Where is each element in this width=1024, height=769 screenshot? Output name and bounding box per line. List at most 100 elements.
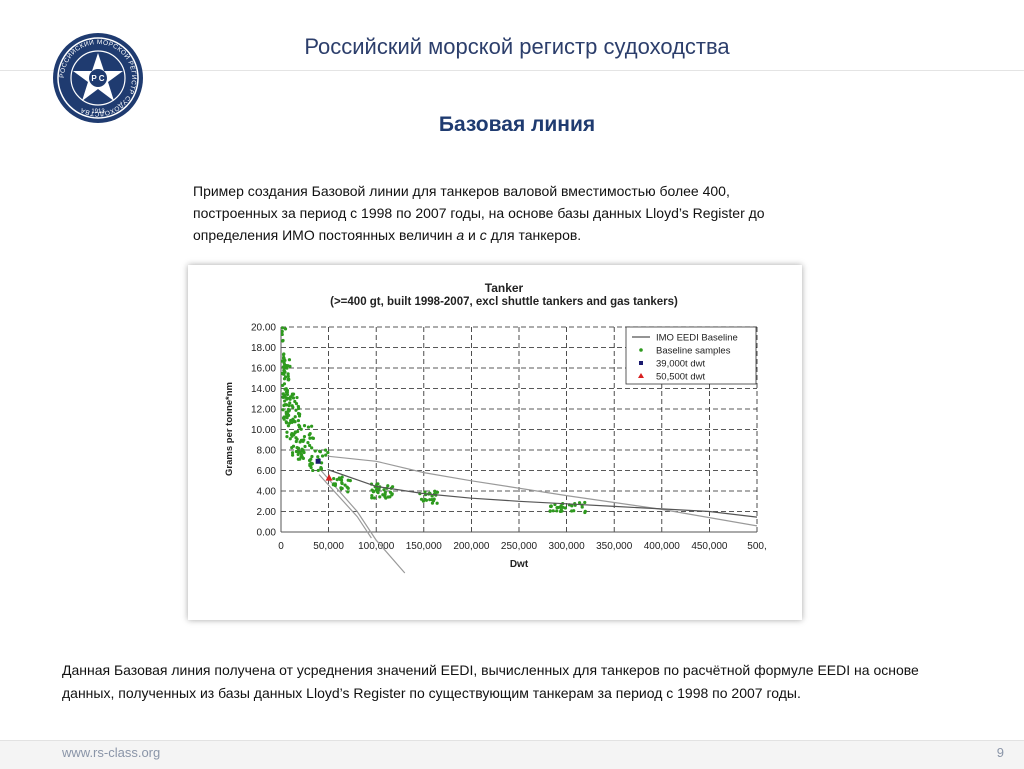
sample-point: [301, 439, 305, 443]
org-title: Российский морской регистр судоходства: [304, 34, 730, 59]
marker-50500-dwt: [325, 474, 333, 481]
website-link[interactable]: www.rs-class.org: [62, 745, 161, 760]
sample-point: [551, 509, 555, 513]
sample-point: [345, 485, 349, 489]
intro-paragraph: Пример создания Базовой линии для танкер…: [193, 180, 803, 246]
sample-point: [285, 396, 290, 400]
eedi-baseline-line: [327, 468, 757, 518]
sample-point: [309, 465, 313, 470]
sample-point: [383, 490, 387, 495]
intro-text-1: Пример создания Базовой линии для танкер…: [193, 183, 765, 243]
legend-label: Baseline samples: [656, 346, 731, 357]
sample-point: [311, 436, 316, 440]
sample-point: [388, 495, 392, 499]
sample-point: [290, 453, 295, 457]
sample-point: [286, 424, 291, 428]
sample-point: [292, 433, 296, 437]
sample-point: [287, 413, 291, 418]
sample-point: [288, 396, 292, 400]
sample-point: [320, 454, 325, 458]
sample-point: [306, 425, 311, 429]
sample-point: [281, 329, 284, 334]
plot-area: [281, 326, 757, 574]
sample-point: [390, 492, 394, 496]
sample-point: [308, 443, 312, 448]
sample-point: [286, 378, 291, 382]
footer-band: [0, 740, 1024, 769]
sample-point: [284, 410, 288, 414]
legend: IMO EEDI Baseline Baseline samples 39,000t…: [625, 326, 757, 385]
sample-point: [293, 399, 297, 404]
sample-point: [340, 475, 344, 479]
sample-point: [370, 493, 374, 498]
x-tick-label: 350,000: [596, 541, 633, 552]
sample-point: [324, 453, 328, 457]
sample-point: [281, 332, 284, 337]
sample-point: [302, 424, 307, 428]
sample-point: [430, 501, 435, 505]
x-tick-label: 100,000: [358, 541, 395, 552]
legend-label: 39,000t dwt: [656, 359, 705, 370]
sample-point: [296, 429, 300, 434]
y-tick-label: 10.00: [251, 425, 276, 436]
sample-point: [559, 504, 563, 508]
sample-point: [370, 496, 374, 500]
sample-point: [555, 505, 559, 510]
sample-point: [302, 434, 307, 439]
sample-point: [302, 450, 306, 455]
sample-point: [287, 404, 291, 408]
x-tick-label: 200,000: [453, 541, 490, 552]
sample-point: [283, 399, 287, 403]
variable-a: a: [456, 227, 465, 243]
sample-point: [295, 395, 299, 400]
sample-point: [310, 462, 314, 466]
tick-labels: 0.00 2.00 4.00 6.00 8.00 10.00 12.00 14.00 16.00…: [251, 323, 767, 553]
sample-point: [296, 452, 300, 457]
x-tick-label: 500,: [747, 541, 766, 552]
sample-point: [297, 423, 301, 427]
sample-point: [307, 458, 312, 463]
sample-point: [308, 431, 312, 436]
x-axis-label: Dwt: [510, 559, 529, 570]
sample-point: [428, 498, 432, 502]
logo-year: 1913: [91, 109, 105, 115]
sample-point: [296, 404, 300, 409]
sample-point: [313, 449, 317, 453]
sample-point: [290, 451, 295, 455]
sample-point: [294, 408, 298, 412]
bottom-paragraph: Данная Базовая линия получена от усредне…: [62, 662, 919, 701]
sample-point: [281, 339, 285, 343]
legend-label: 50,500t dwt: [656, 372, 705, 383]
sample-point: [288, 437, 292, 441]
sample-point: [294, 439, 298, 444]
sample-point: [382, 488, 386, 492]
sample-point: [319, 461, 324, 465]
sample-point: [433, 489, 437, 493]
sample-point: [378, 495, 382, 499]
page-number: 9: [996, 745, 1004, 760]
sample-point: [294, 449, 299, 454]
sample-point: [303, 444, 307, 449]
intro-text-and: и: [464, 227, 480, 243]
sample-point: [319, 465, 323, 470]
legend-sample-symbol: [639, 348, 643, 352]
sample-point: [339, 478, 344, 482]
sample-point: [281, 359, 285, 363]
legend-label: IMO EEDI Baseline: [656, 333, 738, 344]
sample-point: [435, 490, 440, 494]
sample-point: [299, 427, 303, 431]
y-axis-label: Grams per tonne*nm: [224, 382, 235, 476]
x-tick-label: 400,000: [644, 541, 681, 552]
sample-point: [285, 366, 289, 370]
sample-point: [563, 506, 568, 510]
x-tick-label: 300,000: [549, 541, 586, 552]
reference-line: [318, 468, 406, 574]
sample-point: [286, 372, 290, 376]
sample-point: [288, 401, 292, 405]
sample-point: [583, 500, 587, 505]
sample-point: [346, 490, 350, 494]
sample-point: [311, 468, 315, 473]
x-tick-label: 50,000: [313, 541, 344, 552]
variable-c: c: [479, 227, 487, 243]
sample-point: [340, 481, 344, 485]
